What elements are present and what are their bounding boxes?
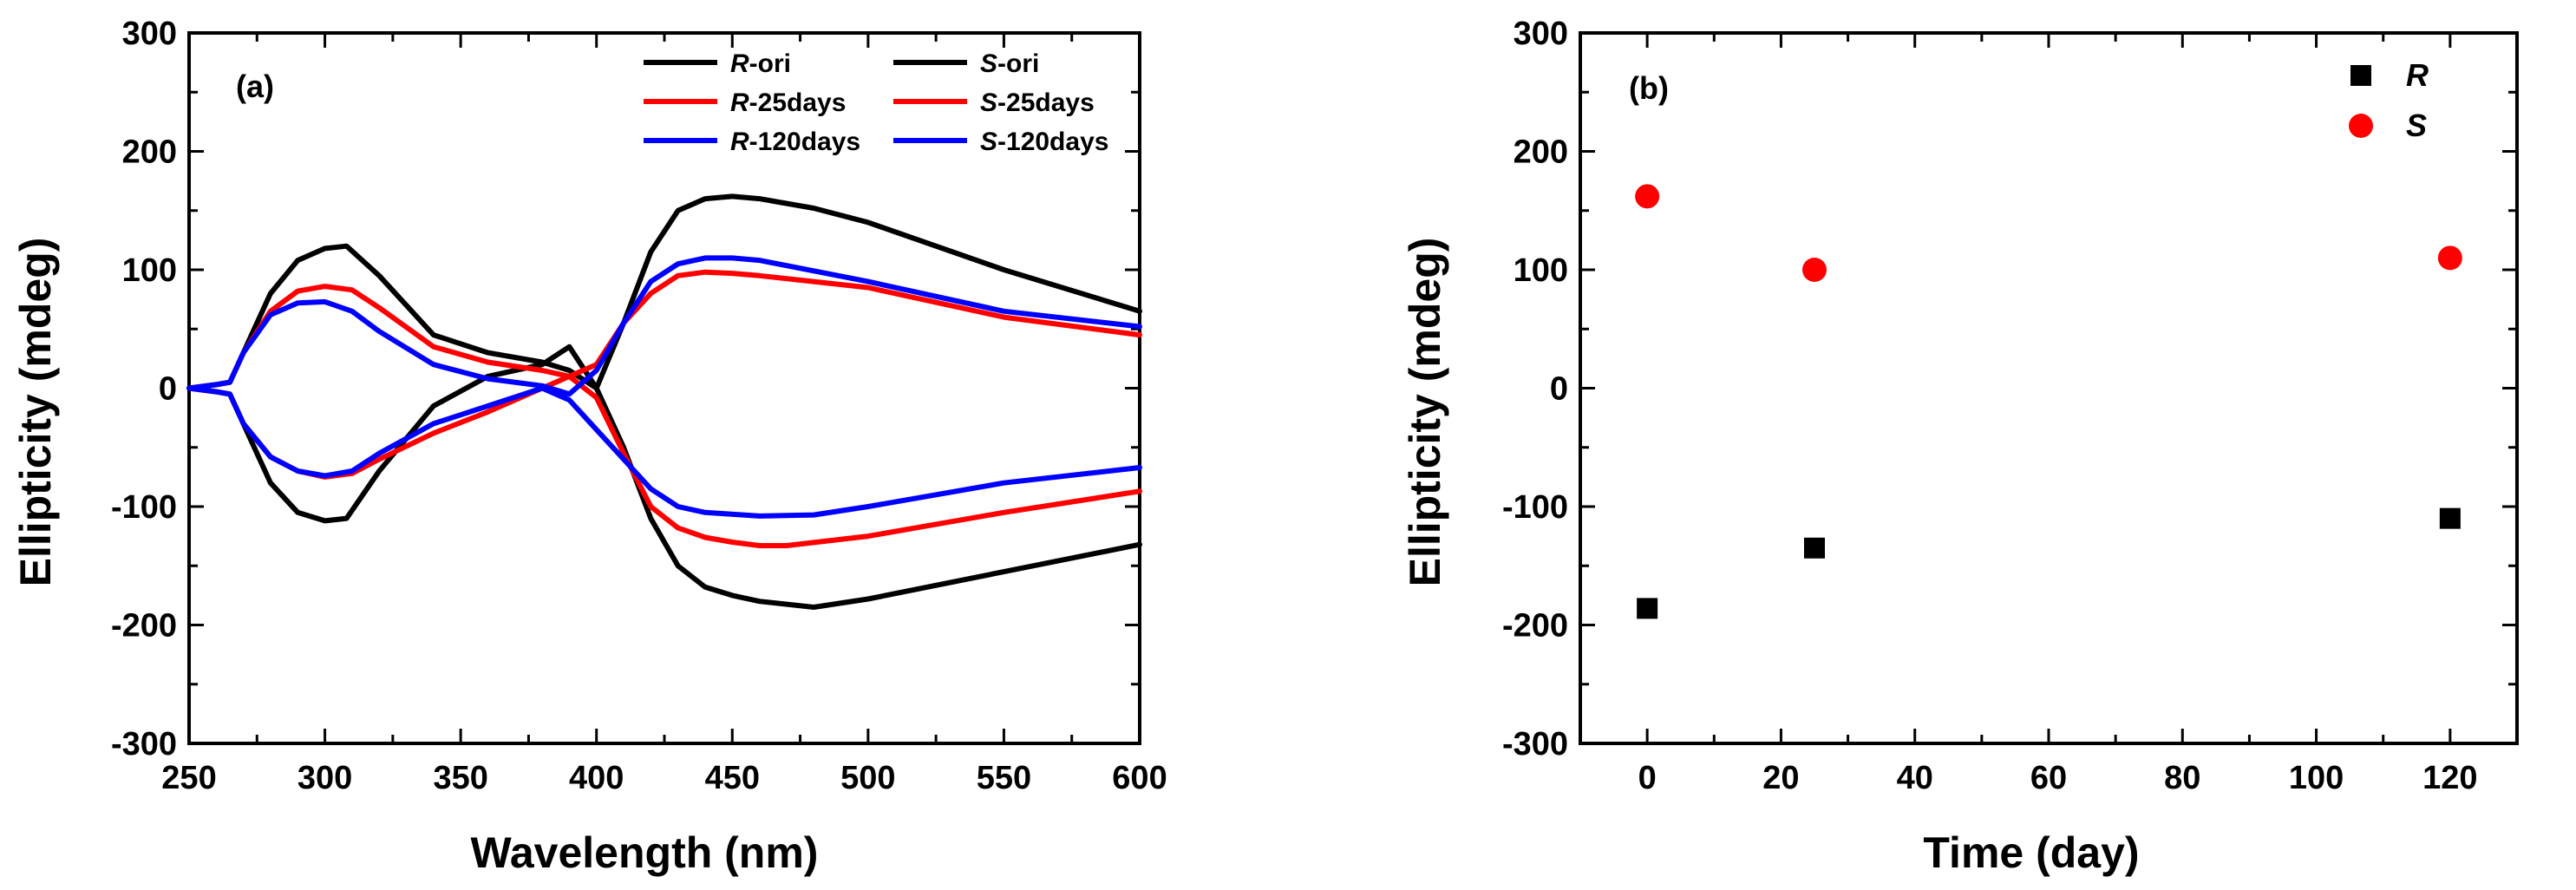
- panel-a-x-axis-label: Wavelength (nm): [471, 828, 819, 877]
- series-line-s-ori: [186, 193, 1142, 391]
- panel-a-wavelength-chart: (a) Wavelength (nm) Ellipticity (mdeg) 2…: [11, 16, 1167, 877]
- series-line-r-120days: [186, 385, 1142, 519]
- panel-a-x-tick-label: 550: [977, 760, 1031, 796]
- panel-b-x-tick-label: 0: [1638, 760, 1657, 796]
- panel-a-x-tick-label: 350: [433, 760, 487, 796]
- panel-a-x-tick-label: 600: [1112, 760, 1167, 796]
- panel-b-label: (b): [1629, 70, 1669, 106]
- panel-a-y-tick-label: -300: [111, 726, 177, 762]
- panel-a-y-tick-label: -100: [111, 489, 177, 526]
- panel-b-y-axis-label: Ellipticity (mdeg): [1401, 238, 1449, 587]
- panel-a-y-tick-label: 100: [122, 252, 177, 289]
- panel-a-x-tick-label: 400: [569, 760, 624, 796]
- panel-a-x-tick-label: 250: [161, 760, 216, 796]
- panel-b-y-tick-label: -200: [1502, 608, 1568, 645]
- data-point-s: [2437, 245, 2462, 271]
- legend-label-s-120days: S-120days: [980, 128, 1108, 156]
- legend-label-s-ori: S-ori: [980, 49, 1039, 78]
- panel-b-x-tick-label: 20: [1762, 760, 1799, 796]
- panel-a-y-tick-label: 0: [159, 371, 177, 408]
- panel-a-y-tick-label: -200: [111, 608, 177, 645]
- legend-label-r-25days: R-25days: [730, 88, 846, 117]
- panel-a-x-tick-label: 450: [705, 760, 760, 796]
- legend-marker-r: [2350, 65, 2371, 86]
- panel-b-y-tick-label: 200: [1514, 134, 1568, 171]
- panel-a-x-tick-label: 300: [297, 760, 352, 796]
- series-line-s-25days: [186, 269, 1142, 391]
- panel-b-x-tick-label: 80: [2164, 760, 2200, 796]
- legend-label-s-25days: S-25days: [980, 88, 1095, 117]
- legend-label-r-ori: R-ori: [730, 49, 791, 78]
- legend-label-r-120days: R-120days: [730, 128, 860, 156]
- panel-a-x-tick-label: 500: [840, 760, 895, 796]
- panel-b-x-tick-label: 40: [1897, 760, 1933, 796]
- data-point-r: [1804, 537, 1825, 559]
- legend-marker-s: [2349, 114, 2373, 138]
- panel-b-y-tick-label: 100: [1514, 252, 1568, 289]
- panel-b-y-tick-label: 300: [1514, 16, 1568, 52]
- series-line-s-120days: [186, 255, 1142, 397]
- data-point-s: [1635, 184, 1660, 209]
- panel-b-y-tick-label: -300: [1502, 726, 1568, 762]
- panel-b-x-tick-label: 100: [2289, 760, 2344, 796]
- legend-label-s: S: [2406, 108, 2427, 143]
- panel-a-y-tick-label: 200: [122, 134, 177, 171]
- data-point-r: [2439, 507, 2461, 529]
- series-line-r-ori: [186, 344, 1142, 610]
- panel-b-y-tick-label: -100: [1502, 489, 1568, 526]
- panel-b-x-tick-label: 120: [2422, 760, 2477, 796]
- panel-b-plot-frame: [1579, 31, 2519, 745]
- panel-b-y-tick-label: 0: [1550, 371, 1568, 408]
- panel-a-y-axis-label: Ellipticity (mdeg): [11, 238, 60, 587]
- data-point-r: [1637, 598, 1658, 619]
- panel-b-time-chart: (b) Time (day) Ellipticity (mdeg) 0 20 40 6…: [1401, 16, 2519, 877]
- panel-a-label: (a): [236, 69, 274, 104]
- panel-b-x-axis-label: Time (day): [1923, 828, 2139, 877]
- legend-label-r: R: [2406, 57, 2429, 93]
- data-point-s: [1802, 258, 1827, 282]
- panel-b-x-tick-label: 60: [2030, 760, 2067, 796]
- panel-a-y-tick-label: 300: [122, 16, 177, 52]
